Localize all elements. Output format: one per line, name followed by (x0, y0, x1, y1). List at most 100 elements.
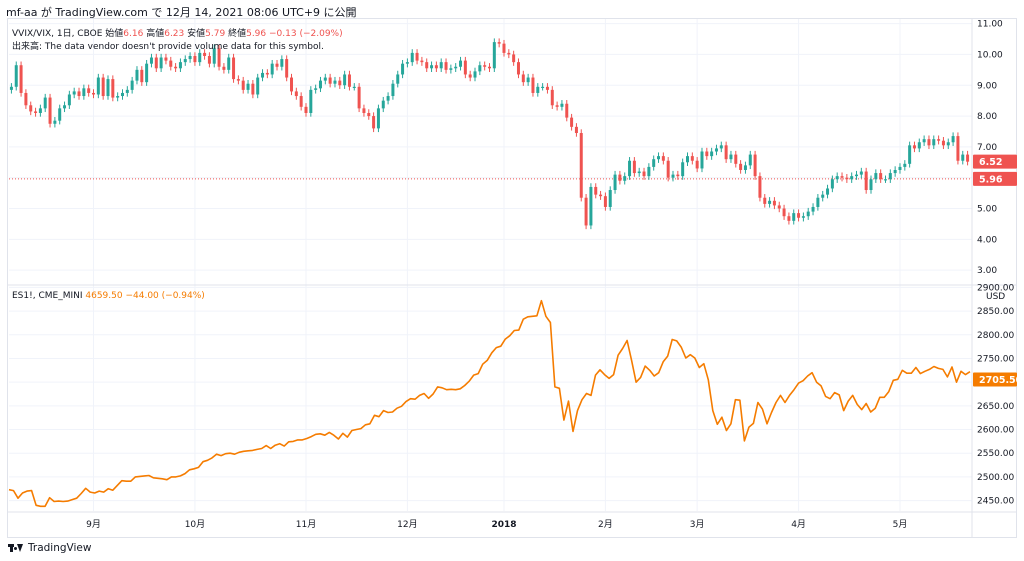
candle (855, 170, 859, 180)
candle-body (203, 52, 207, 56)
candle (381, 96, 385, 113)
candle-body (705, 151, 709, 157)
candle (768, 197, 772, 208)
publish-header: mf-aa が TradingView.com で 12月 14, 2021 0… (6, 6, 357, 19)
candle (565, 100, 569, 122)
candle (748, 150, 752, 170)
candle (261, 69, 265, 82)
candle (835, 172, 839, 183)
price-tag-es-bg (973, 372, 1017, 387)
candle (145, 59, 149, 86)
candle-body (864, 171, 868, 191)
price-tag-last-bg (973, 154, 1017, 169)
candle-body (893, 169, 897, 174)
candle (270, 59, 274, 79)
footer-brand-text: TradingView (28, 542, 92, 554)
candle-body (840, 176, 844, 178)
candle (323, 73, 327, 85)
candle (444, 58, 448, 74)
candle (159, 53, 163, 72)
bottom-pane-grid (9, 286, 972, 502)
candle-body (912, 145, 916, 149)
candle-body (459, 60, 463, 67)
candle-body (922, 139, 926, 143)
bottom-axis-label: 2450.00 (977, 497, 1014, 507)
candle-body (488, 66, 491, 69)
candle-body (758, 176, 762, 198)
tradingview-logo-icon (8, 543, 24, 553)
candle (149, 53, 153, 68)
candle-body (96, 77, 100, 95)
candle-body (101, 77, 105, 97)
time-axis-label: 12月 (397, 519, 417, 530)
candle (685, 152, 689, 166)
candle (772, 197, 776, 210)
candle-body (222, 66, 226, 70)
bottom-axis-label: 2550.00 (977, 449, 1014, 459)
candle-body (352, 86, 356, 88)
candle (850, 172, 854, 183)
candle-body (14, 65, 18, 87)
candle-body (294, 91, 298, 97)
candle (198, 49, 202, 66)
candle-body (164, 57, 168, 61)
candle-body (439, 62, 443, 69)
candle (594, 183, 598, 199)
candle (63, 101, 67, 113)
candle-body (681, 162, 685, 177)
candle (961, 150, 965, 165)
candle-body (545, 86, 549, 90)
close-value: 5.96 (246, 29, 267, 39)
candle (463, 56, 467, 79)
candle (9, 83, 13, 94)
candle-body (845, 177, 849, 180)
candle-body (632, 160, 636, 174)
candle-body (937, 139, 941, 141)
candle (830, 175, 834, 193)
candle (966, 150, 970, 166)
footer-brand[interactable]: TradingView (8, 542, 91, 554)
candle (714, 144, 718, 156)
candle-body (647, 166, 651, 177)
candle-body (106, 79, 110, 97)
candle (821, 190, 825, 202)
candle-body (801, 216, 805, 218)
candle-body (777, 205, 781, 209)
candle-body (130, 80, 134, 90)
candle-body (850, 176, 854, 180)
top-axis-label: 11.00 (977, 20, 1003, 30)
candle (314, 84, 318, 94)
candle (946, 138, 950, 150)
candle-body (550, 89, 554, 106)
candle (265, 69, 269, 79)
candle (574, 123, 578, 137)
candle-body (584, 197, 588, 226)
candle-body (628, 160, 632, 177)
candle (666, 157, 670, 182)
candle-body (434, 65, 438, 69)
candle-body (531, 77, 535, 93)
candle (840, 172, 844, 182)
candle-body (574, 126, 578, 134)
candle (483, 61, 487, 71)
candle-body (883, 179, 887, 181)
candle-body (241, 80, 245, 90)
top-axis-label: 10.00 (977, 50, 1003, 60)
candle (420, 56, 424, 66)
candle (628, 157, 632, 180)
candle (352, 83, 356, 91)
time-axis-label: 9月 (86, 519, 101, 530)
es-change-value: −44.00 (−0.94%) (125, 291, 205, 301)
candle (396, 70, 400, 88)
candle (763, 194, 767, 208)
candle-body (859, 171, 863, 175)
candle (454, 63, 458, 72)
candle-body (763, 197, 767, 204)
candle (43, 93, 47, 113)
candle-body (826, 188, 830, 195)
candle-body (676, 174, 680, 177)
candle (386, 92, 390, 105)
time-axis-label: 2018 (491, 520, 516, 530)
candle-body (821, 194, 825, 198)
